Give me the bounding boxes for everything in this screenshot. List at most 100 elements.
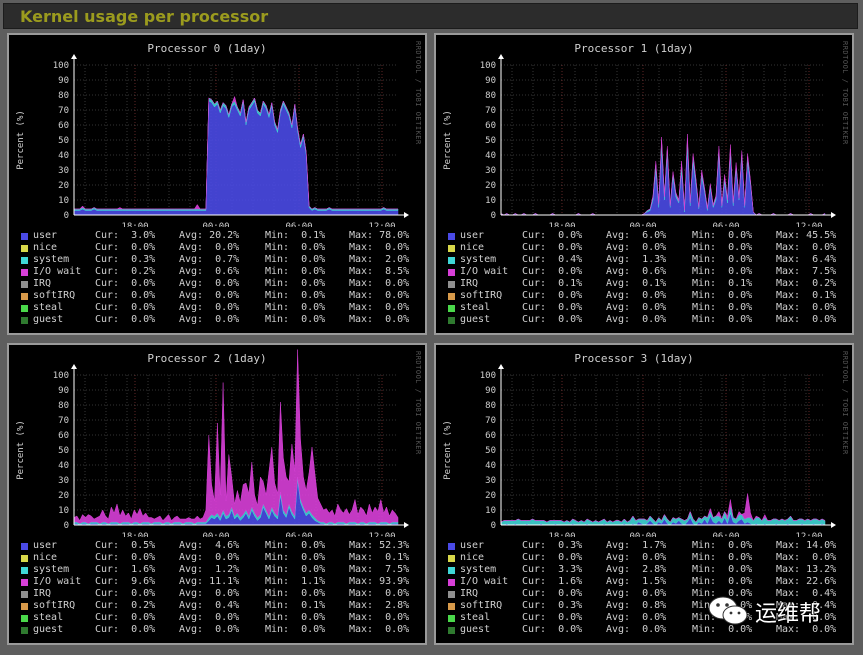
legend-cur: Cur: 0.0% [522,266,583,277]
legend-avg: Avg: 0.6% [179,266,240,277]
y-tick-label: 20 [485,491,496,501]
x-axis-arrow [404,522,409,528]
legend-min: Min: 0.0% [692,564,753,575]
chart-legend: user Cur: 0.3% Avg: 1.7% Min: 0.0% Max: 14.0… [448,540,846,636]
legend-swatch [21,281,28,288]
chart-title: Processor 3 (1day) [574,352,694,365]
legend-row-nice: nice Cur: 0.0% Avg: 0.0% Min: 0.0% Max: 0.0% [448,242,846,254]
legend-name: nice [460,242,485,253]
legend-cur: Cur: 0.0% [522,624,583,635]
legend-min: Min: 0.0% [265,624,326,635]
legend-cur: Cur: 0.4% [522,254,583,265]
y-tick-label: 70 [485,416,496,426]
legend-min: Min: 0.0% [692,242,753,253]
legend-min: Min: 0.0% [692,302,753,313]
legend-name: system [460,254,497,265]
legend-min: Min: 0.0% [692,540,753,551]
x-tick-label: 12:00 [795,222,822,227]
legend-min: Min: 0.1% [692,278,753,289]
legend-avg: Avg: 0.0% [606,588,667,599]
y-tick-label: 100 [480,371,496,381]
legend-name: IRQ [460,588,479,599]
x-tick-label: 18:00 [121,532,148,537]
legend-min: Min: 0.0% [265,254,326,265]
legend-row-user: user Cur: 3.0% Avg: 20.2% Min: 0.1% Max: 78.… [21,230,419,242]
y-tick-label: 90 [58,76,69,86]
legend-row-softirq: softIRQ Cur: 0.0% Avg: 0.0% Min: 0.0% Max: 0… [21,290,419,302]
legend-max: Max: 13.2% [776,564,837,575]
legend-min: Min: 0.0% [692,290,753,301]
legend-name: user [460,540,485,551]
y-tick-label: 30 [58,166,69,176]
legend-swatch [21,233,28,240]
legend-avg: Avg: 0.1% [606,278,667,289]
series-user-area [73,100,399,216]
y-tick-label: 0 [64,521,69,531]
legend-swatch [21,543,28,550]
x-axis-arrow [831,522,836,528]
y-tick-label: 80 [485,401,496,411]
legend-cur: Cur: 0.3% [522,600,583,611]
y-tick-label: 80 [485,91,496,101]
legend-max: Max: 0.0% [776,314,837,325]
legend-name: steal [460,302,491,313]
legend-row-iowait: I/O wait Cur: 0.2% Avg: 0.6% Min: 0.0% Max: … [21,266,419,278]
legend-name: user [33,540,58,551]
legend-max: Max: 52.3% [349,540,410,551]
y-tick-label: 0 [491,211,496,221]
legend-cur: Cur: 0.3% [522,540,583,551]
legend-name: softIRQ [33,600,76,611]
y-tick-label: 0 [64,211,69,221]
y-axis-label: Percent (%) [443,110,453,170]
x-tick-label: 00:00 [202,532,229,537]
legend-max: Max: 22.6% [776,576,837,587]
legend-cur: Cur: 0.0% [522,242,583,253]
processor-0-panel: Processor 0 (1day) RRDTOOL / TOBI OETIKER… [7,33,427,335]
legend-row-user: user Cur: 0.5% Avg: 4.6% Min: 0.0% Max: 52.3… [21,540,419,552]
legend-avg: Avg: 0.4% [179,600,240,611]
legend-row-irq: IRQ Cur: 0.0% Avg: 0.0% Min: 0.0% Max: 0.0% [21,278,419,290]
y-axis-label: Percent (%) [443,420,453,480]
chart-plot: 0 10 20 30 40 50 60 70 80 90 100 18:00 00:00 06:00 12:… [443,54,836,227]
y-tick-label: 70 [485,106,496,116]
chart-plot: 0 10 20 30 40 50 60 70 80 90 100 18:00 00:00 06:00 12:… [443,364,836,537]
legend-name: system [460,564,497,575]
legend-cur: Cur: 0.0% [95,552,156,563]
watermark-text: 运维帮 [755,602,822,627]
legend-swatch [21,603,28,610]
x-tick-label: 00:00 [629,532,656,537]
page-header: Kernel usage per processor [3,3,858,29]
legend-max: Max: 0.0% [776,302,837,313]
legend-min: Min: 0.0% [265,290,326,301]
rrdtool-credit: RRDTOOL / TOBI OETIKER [841,351,849,455]
legend-swatch [448,555,455,562]
legend-row-softirq: softIRQ Cur: 0.3% Avg: 0.8% Min: 0.0% Max: 0… [448,600,846,612]
y-tick-label: 20 [58,491,69,501]
legend-avg: Avg: 0.0% [179,302,240,313]
legend-swatch [448,579,455,586]
legend-min: Min: 0.0% [265,302,326,313]
legend-min: Min: 0.0% [692,266,753,277]
legend-max: Max: 0.0% [776,242,837,253]
y-tick-label: 50 [485,446,496,456]
legend-max: Max: 0.0% [349,278,410,289]
legend-avg: Avg: 0.7% [179,254,240,265]
legend-avg: Avg: 0.0% [606,314,667,325]
legend-swatch [448,543,455,550]
legend-cur: Cur: 3.0% [95,230,156,241]
legend-swatch [21,317,28,324]
legend-row-guest: guest Cur: 0.0% Avg: 0.0% Min: 0.0% Max: 0.0… [21,624,419,636]
legend-name: nice [33,552,58,563]
chart-title: Processor 2 (1day) [147,352,267,365]
y-tick-label: 90 [485,76,496,86]
y-tick-label: 10 [58,196,69,206]
series-i-o-wait-area [500,493,826,523]
legend-swatch [448,627,455,634]
legend-name: system [33,564,70,575]
x-tick-label: 06:00 [285,532,312,537]
legend-row-user: user Cur: 0.0% Avg: 6.0% Min: 0.0% Max: 45.5… [448,230,846,242]
legend-name: I/O wait [33,576,82,587]
y-tick-label: 90 [485,386,496,396]
y-tick-label: 10 [485,506,496,516]
x-axis-arrow [404,212,409,218]
